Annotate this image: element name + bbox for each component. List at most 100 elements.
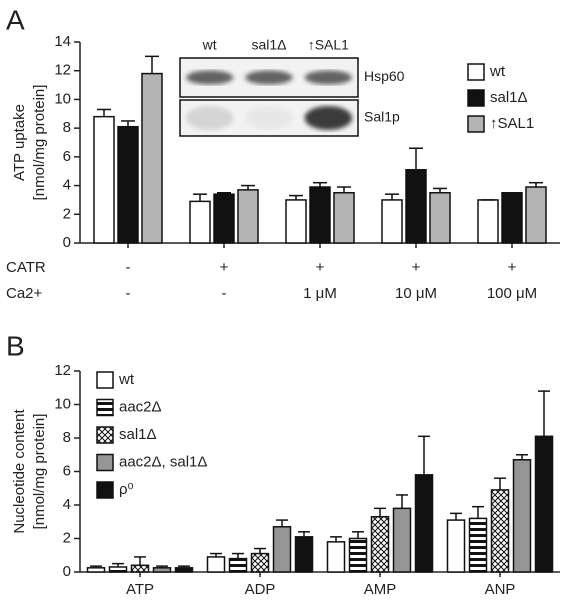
error-bar	[516, 454, 528, 460]
y-tick-label: 4	[63, 177, 71, 194]
bar	[237, 189, 259, 244]
error-bar	[90, 565, 102, 568]
bar	[477, 199, 499, 244]
bar	[414, 474, 434, 573]
bar	[381, 199, 403, 244]
y-tick-label: 6	[63, 148, 71, 165]
bar	[228, 557, 248, 573]
legend-label: aac2Δ, sal1Δ	[119, 453, 207, 470]
error-bar	[396, 494, 408, 509]
y-tick-label: 2	[63, 529, 71, 546]
bar	[512, 459, 532, 573]
bar	[189, 200, 211, 244]
error-bar	[374, 507, 386, 517]
error-bar	[210, 552, 222, 557]
error-bar	[337, 186, 351, 193]
bar	[130, 564, 150, 573]
error-bar	[193, 193, 207, 202]
bar	[370, 515, 390, 573]
legend-label: sal1Δ	[490, 89, 528, 106]
bar	[152, 567, 172, 573]
bar	[405, 169, 427, 244]
bar	[309, 186, 331, 244]
blot-band	[245, 106, 293, 130]
lane-label: ↑SAL1	[308, 37, 349, 53]
error-bar	[538, 390, 550, 437]
panel-letter: A	[6, 4, 25, 35]
y-tick-label: 0	[63, 563, 71, 580]
y-axis-label: ATP uptake	[11, 104, 28, 181]
error-bar	[472, 505, 484, 519]
bar	[93, 115, 115, 244]
error-bar	[178, 565, 190, 568]
y-tick-label: 6	[63, 462, 71, 479]
legend-label: wt	[118, 371, 135, 388]
row-label: CATR	[6, 259, 46, 276]
error-bar	[97, 108, 111, 117]
bar	[501, 192, 523, 244]
error-bar	[156, 565, 168, 568]
blot-label: Sal1p	[364, 109, 400, 125]
bar	[174, 567, 194, 573]
blot-band	[245, 70, 293, 85]
condition-label: 100 μM	[487, 285, 537, 302]
y-axis-label: Nucleotide content	[11, 409, 28, 534]
bar	[326, 541, 346, 573]
condition-label: +	[508, 259, 517, 276]
bar	[348, 537, 368, 573]
legend-swatch	[96, 371, 114, 389]
error-bar	[232, 552, 244, 559]
error-bar	[494, 477, 506, 490]
error-bar	[217, 192, 231, 195]
condition-label: +	[220, 259, 229, 276]
panel-letter: B	[6, 330, 25, 361]
bar	[108, 566, 128, 573]
bar	[490, 489, 510, 573]
blot-band	[304, 70, 353, 85]
y-tick-label: 8	[63, 119, 71, 136]
condition-label: +	[412, 259, 421, 276]
bar	[392, 507, 412, 573]
error-bar	[289, 194, 303, 200]
legend-swatch	[467, 63, 485, 81]
bar	[250, 552, 270, 573]
bar	[468, 517, 488, 573]
error-bar	[121, 120, 135, 127]
bar	[534, 435, 554, 573]
condition-label: -	[222, 285, 227, 302]
error-bar	[145, 55, 159, 74]
legend-label: ↑SAL1	[490, 115, 534, 132]
legend-label: sal1Δ	[119, 426, 157, 443]
bar	[285, 199, 307, 244]
legend-swatch	[96, 453, 114, 472]
blot-band	[185, 70, 234, 85]
error-bar	[352, 531, 364, 539]
error-bar	[450, 512, 462, 521]
legend-label: wt	[489, 63, 506, 80]
bar	[206, 556, 226, 573]
legend-swatch	[96, 481, 114, 499]
error-bar	[313, 181, 327, 188]
bar	[86, 567, 106, 573]
y-tick-label: 10	[54, 395, 71, 412]
y-tick-label: 4	[63, 496, 71, 513]
condition-label: +	[316, 259, 325, 276]
error-bar	[112, 562, 124, 567]
error-bar	[134, 556, 146, 566]
legend-label: aac2Δ	[119, 398, 162, 415]
bar	[213, 193, 235, 244]
error-bar	[254, 547, 266, 554]
error-bar	[433, 187, 447, 193]
bar	[333, 192, 355, 244]
error-bar	[529, 181, 543, 188]
condition-label: 1 μM	[303, 285, 337, 302]
lane-label: wt	[202, 37, 217, 53]
error-bar	[276, 519, 288, 527]
blot-label: Hsp60	[364, 68, 405, 84]
blot-band	[185, 106, 234, 130]
error-bar	[418, 435, 430, 475]
bar	[446, 519, 466, 573]
error-bar	[298, 531, 310, 537]
y-tick-label: 0	[63, 234, 71, 251]
